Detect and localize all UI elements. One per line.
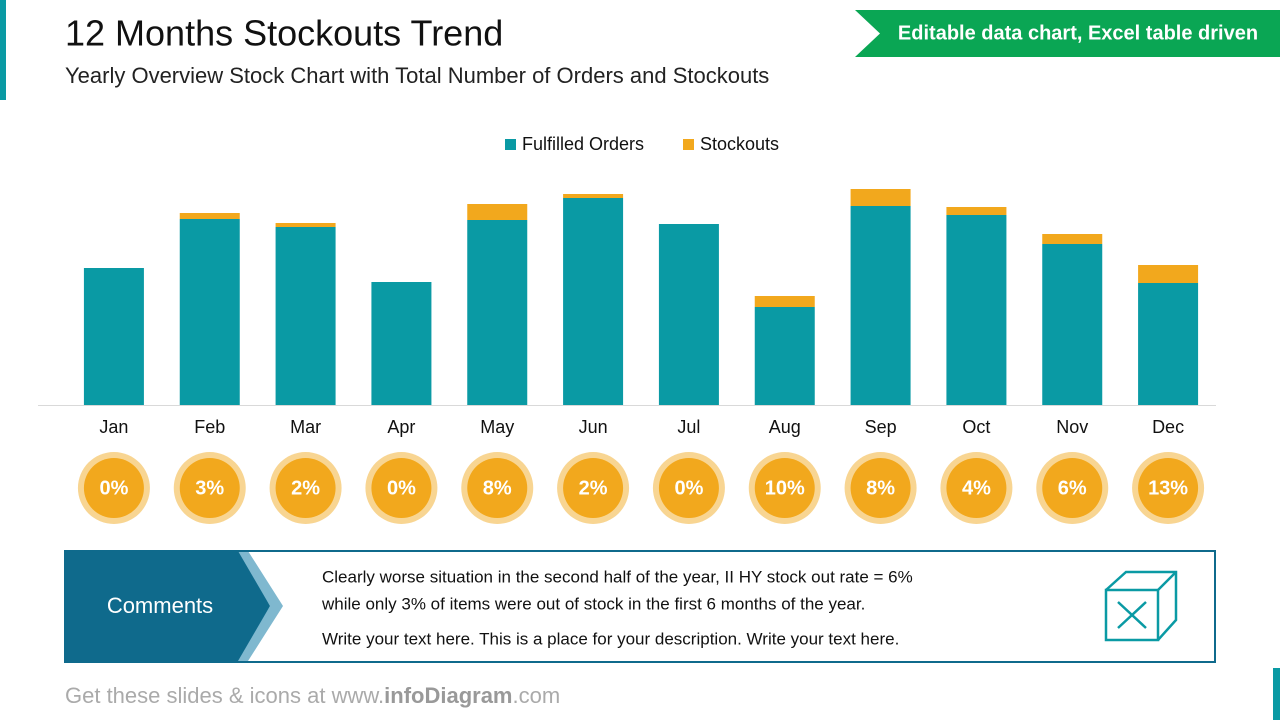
footer: Get these slides & icons at www.infoDiag… [65, 683, 560, 708]
bar [275, 227, 336, 405]
comment-line: Write your text here. This is a place fo… [322, 629, 899, 648]
x-tick-label: Dec [1152, 417, 1184, 437]
x-tick-label: Feb [194, 417, 225, 437]
rate-label: 2% [291, 477, 320, 499]
rate-label: 3% [195, 477, 224, 499]
bar [563, 194, 624, 198]
bar [467, 204, 528, 220]
footer-brand: infoDiagram [384, 683, 512, 708]
bar [1042, 234, 1103, 244]
legend-label: Fulfilled Orders [522, 134, 644, 154]
comment-line: while only 3% of items were out of stock… [321, 594, 865, 613]
footer-prefix: Get these slides & icons at www. [65, 683, 384, 708]
x-tick-label: Nov [1056, 417, 1088, 437]
rate-circle [83, 458, 144, 518]
legend-label: Stockouts [700, 134, 779, 154]
bar [658, 224, 719, 405]
rate-label: 0% [99, 477, 128, 499]
bar [371, 282, 432, 405]
rate-label: 8% [483, 477, 512, 499]
legend-swatch [683, 139, 694, 150]
comments-label: Comments [107, 593, 213, 618]
comment-line: Clearly worse situation in the second ha… [322, 567, 913, 586]
x-tick-label: Sep [865, 417, 897, 437]
comments-panel [65, 551, 270, 661]
comments-arrow [235, 551, 283, 661]
bar [275, 223, 336, 227]
bar [1042, 244, 1103, 405]
x-tick-label: Oct [962, 417, 990, 437]
legend-swatch [505, 139, 516, 150]
subtitle: Yearly Overview Stock Chart with Total N… [65, 63, 769, 88]
bar [563, 198, 624, 405]
bar [946, 215, 1007, 405]
x-tick-label: Apr [387, 417, 415, 437]
x-tick-label: Jan [99, 417, 128, 437]
bar [850, 206, 911, 405]
bar [754, 296, 815, 307]
accent-bar [1273, 668, 1280, 720]
bar [179, 213, 240, 219]
rate-circle [1042, 458, 1103, 518]
rate-label: 2% [579, 477, 608, 499]
rate-circle [563, 458, 624, 518]
rate-circle [467, 458, 528, 518]
rate-label: 0% [387, 477, 416, 499]
rate-label: 8% [866, 477, 895, 499]
x-tick-label: Jun [579, 417, 608, 437]
bar [467, 220, 528, 405]
bar [179, 219, 240, 405]
rate-circle [179, 458, 240, 518]
rate-label: 6% [1058, 477, 1087, 499]
x-tick-label: Mar [290, 417, 321, 437]
bar [83, 268, 144, 405]
box-icon [1104, 570, 1178, 642]
rate-circle [1138, 458, 1199, 518]
accent-bar [0, 0, 6, 100]
x-tick-label: Jul [677, 417, 700, 437]
rate-label: 13% [1148, 477, 1188, 499]
x-tick-label: May [480, 417, 514, 437]
bar [1138, 265, 1199, 283]
rate-label: 0% [674, 477, 703, 499]
rate-circle [658, 458, 719, 518]
rate-circle [850, 458, 911, 518]
bar [754, 307, 815, 405]
title: 12 Months Stockouts Trend [65, 13, 503, 54]
rate-label: 4% [962, 477, 991, 499]
badge [855, 10, 1280, 57]
rate-circle [754, 458, 815, 518]
rate-circle [946, 458, 1007, 518]
bar [946, 207, 1007, 215]
rate-label: 10% [765, 477, 805, 499]
bar [850, 189, 911, 206]
badge-text: Editable data chart, Excel table driven [898, 22, 1258, 44]
rate-circle [371, 458, 432, 518]
x-tick-label: Aug [769, 417, 801, 437]
bar [1138, 283, 1199, 405]
footer-suffix: .com [513, 683, 561, 708]
rate-circle [275, 458, 336, 518]
